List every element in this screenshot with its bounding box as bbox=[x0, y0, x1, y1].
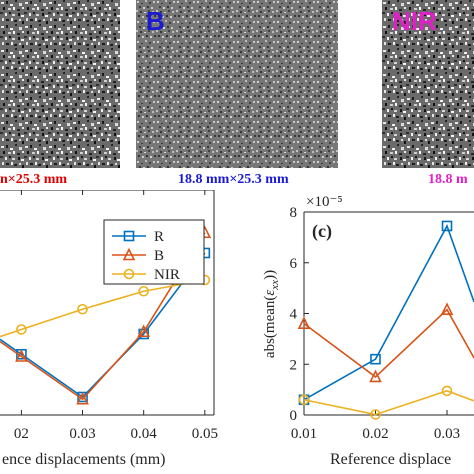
legend-marker-r bbox=[123, 230, 135, 242]
chart-c-ytick-label: 0 bbox=[290, 408, 298, 424]
chart-c-xtick-label: 0.02 bbox=[362, 426, 388, 442]
chart-c-line-nir bbox=[303, 390, 474, 416]
chart-b-point-nir bbox=[77, 303, 88, 315]
chart-b-point-b bbox=[76, 391, 89, 405]
chart-c-point-b bbox=[369, 369, 382, 383]
charts-area: 02 0.03 0.04 0.05 ence displacements (mm) R… bbox=[0, 190, 474, 468]
chart-b-line-nir bbox=[0, 279, 205, 338]
chart-c-point-r bbox=[441, 220, 453, 232]
dimension-label-b: 18.8 mm×25.3 mm bbox=[178, 172, 289, 187]
chart-c-point-b bbox=[297, 316, 311, 329]
chart-c-point-b bbox=[440, 302, 454, 315]
chart-b-xtick-label: 0.05 bbox=[192, 426, 218, 442]
legend-label-nir: NIR bbox=[154, 267, 180, 283]
chart-c-point-nir bbox=[441, 385, 453, 397]
chart-b-point-nir bbox=[138, 285, 149, 297]
chart-c-title-label: (c) bbox=[312, 221, 332, 242]
legend-marker-b bbox=[122, 247, 136, 261]
chart-c-line-r bbox=[303, 223, 474, 401]
legend-label-r: R bbox=[154, 229, 164, 245]
chart-b-legend: RB NIR bbox=[103, 219, 205, 285]
chart-c-point-r bbox=[370, 353, 381, 365]
chart-b-point-b bbox=[137, 324, 150, 338]
chart-c-xtick-label: 0.03 bbox=[434, 426, 460, 442]
chart-c-ytick-label: 8 bbox=[290, 205, 298, 221]
chart-b-xlabel: ence displacements (mm) bbox=[2, 451, 166, 468]
chart-b-xtick-label: 02 bbox=[14, 426, 29, 442]
chart-c-ytick-label: 2 bbox=[290, 357, 298, 373]
chart-c-xtick-label: 0.01 bbox=[291, 426, 317, 442]
chart-c-point-nir bbox=[298, 394, 310, 406]
chart-panel-b: 02 0.03 0.04 0.05 ence displacements (mm) R… bbox=[0, 190, 218, 468]
chart-c-xlabel: Reference displace bbox=[330, 451, 451, 468]
chart-c-exponent-label: ×10⁻⁵ bbox=[306, 194, 343, 210]
speckle-image-r bbox=[0, 0, 120, 168]
panel-letter-nir: NIR bbox=[392, 6, 437, 36]
speckle-image-b bbox=[136, 0, 338, 168]
chart-b-xtick-label: 0.03 bbox=[69, 426, 95, 442]
chart-b-line-b bbox=[0, 232, 206, 401]
chart-c-ytick-label: 6 bbox=[290, 256, 298, 272]
chart-c-ytick-label: 4 bbox=[290, 307, 298, 323]
speckle-image-nir bbox=[382, 0, 474, 168]
chart-c-point-nir bbox=[370, 409, 381, 420]
chart-b-point-b bbox=[15, 349, 28, 362]
panel-letter-b: B bbox=[146, 6, 165, 36]
dimension-label-r: n×25.3 mm bbox=[0, 172, 68, 187]
legend-label-b: B bbox=[154, 248, 164, 264]
chart-c-line-b bbox=[303, 308, 474, 378]
legend-marker-nir bbox=[123, 268, 135, 280]
chart-c-ylabel: abs(mean(εxx)) bbox=[262, 270, 281, 358]
chart-b-xtick-label: 0.04 bbox=[131, 426, 158, 442]
chart-b-point-nir bbox=[16, 324, 27, 335]
chart-b-line-r bbox=[0, 252, 206, 399]
dimension-label-nir: 18.8 m bbox=[428, 172, 468, 187]
chart-b-axes bbox=[0, 190, 215, 416]
